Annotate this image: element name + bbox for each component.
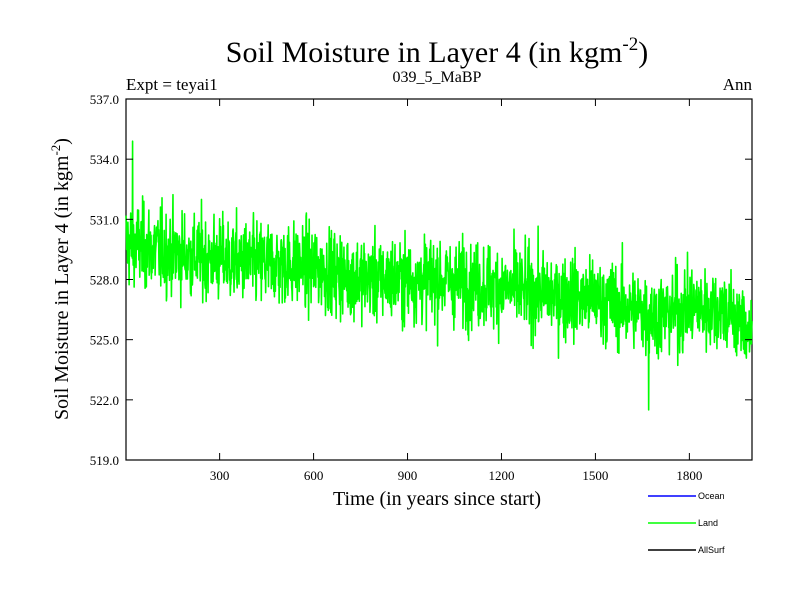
x-tick-label: 1500 — [582, 468, 608, 483]
y-tick-label: 531.0 — [90, 212, 119, 227]
x-axis-label: Time (in years since start) — [333, 488, 541, 510]
y-tick-label: 519.0 — [90, 453, 119, 468]
series-land-line — [125, 140, 753, 411]
x-tick-label: 1200 — [488, 468, 514, 483]
y-tick-label: 534.0 — [90, 152, 119, 167]
legend: Ocean Land AllSurf — [648, 491, 725, 555]
y-tick-label: 522.0 — [90, 393, 119, 408]
legend-label-ocean: Ocean — [698, 491, 725, 501]
x-tick-label: 900 — [398, 468, 418, 483]
x-tick-label: 300 — [210, 468, 230, 483]
chart-title: Soil Moisture in Layer 4 (in kgm-2) — [226, 34, 648, 69]
experiment-label: Expt = teyai1 — [126, 75, 218, 94]
legend-label-allsurf: AllSurf — [698, 545, 725, 555]
legend-label-land: Land — [698, 518, 718, 528]
y-tick-label: 525.0 — [90, 333, 119, 348]
y-tick-label: 528.0 — [90, 273, 119, 288]
x-tick-label: 600 — [304, 468, 324, 483]
y-axis-label: Soil Moisture in Layer 4 (in kgm-2) — [48, 138, 73, 420]
run-label: 039_5_MaBP — [393, 69, 482, 86]
period-label: Ann — [723, 75, 753, 94]
x-tick-label: 1800 — [676, 468, 702, 483]
y-tick-label: 537.0 — [90, 92, 119, 107]
